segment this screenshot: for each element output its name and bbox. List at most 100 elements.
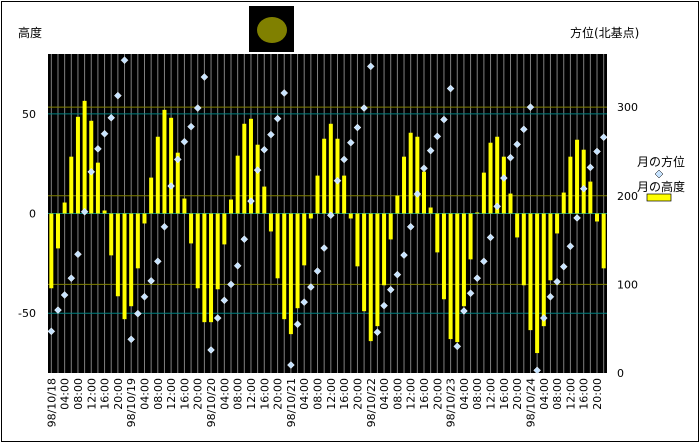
azimuth-point xyxy=(280,89,289,97)
legend-bar-swatch xyxy=(646,193,672,202)
x-tick-label: 20:00 xyxy=(272,378,285,410)
azimuth-point xyxy=(160,222,169,231)
altitude-bar xyxy=(508,193,513,214)
x-tick-label: 12:00 xyxy=(165,378,178,410)
azimuth-point xyxy=(240,235,249,244)
altitude-bar xyxy=(89,120,94,214)
x-tick-label: 12:00 xyxy=(485,378,498,410)
x-tick-label: 98/10/21 xyxy=(285,378,298,427)
altitude-bar xyxy=(82,100,87,214)
azimuth-point xyxy=(380,301,388,310)
altitude-bar xyxy=(528,213,533,331)
legend-diamond-marker xyxy=(654,169,664,179)
right-tick-label: 200 xyxy=(617,190,638,203)
x-tick-label: 04:00 xyxy=(218,378,231,410)
azimuth-point xyxy=(480,257,488,266)
altitude-bar xyxy=(575,139,580,214)
azimuth-point xyxy=(207,346,215,354)
altitude-bar xyxy=(362,213,367,312)
x-tick-label: 04:00 xyxy=(298,378,311,410)
x-tick-label: 16:00 xyxy=(498,378,511,410)
altitude-bar xyxy=(175,152,180,214)
x-tick-label: 04:00 xyxy=(538,378,551,410)
altitude-bar xyxy=(561,192,566,214)
altitude-bar xyxy=(229,199,234,214)
x-tick-label: 98/10/18 xyxy=(45,378,58,427)
altitude-bar xyxy=(408,132,413,214)
left-tick-label: -50 xyxy=(18,307,36,320)
altitude-bar xyxy=(268,213,273,232)
altitude-bar xyxy=(328,123,333,214)
right-tick-label: 100 xyxy=(617,278,638,291)
right-tick-label: 0 xyxy=(617,367,624,380)
x-tick-label: 08:00 xyxy=(312,378,325,410)
x-tick-label: 20:00 xyxy=(591,378,604,410)
azimuth-point xyxy=(94,144,102,153)
azimuth-point xyxy=(87,167,96,176)
azimuth-point xyxy=(74,250,82,259)
azimuth-point xyxy=(253,166,262,174)
altitude-bar xyxy=(428,207,433,214)
altitude-bar xyxy=(102,210,107,214)
x-tick-label: 08:00 xyxy=(391,378,404,410)
altitude-bar xyxy=(235,155,240,214)
altitude-bar xyxy=(375,213,380,327)
x-tick-label: 16:00 xyxy=(418,378,431,410)
azimuth-point xyxy=(586,163,595,172)
azimuth-point xyxy=(499,174,508,182)
azimuth-point xyxy=(307,283,315,291)
altitude-bar xyxy=(242,123,247,214)
x-tick-label: 20:00 xyxy=(112,378,125,410)
x-tick-label: 16:00 xyxy=(338,378,351,410)
legend-label-azimuth: 月の方位 xyxy=(637,154,685,169)
x-tick-label: 12:00 xyxy=(405,378,418,410)
altitude-bar xyxy=(555,213,560,234)
x-tick-label: 20:00 xyxy=(431,378,444,410)
x-tick-label: 12:00 xyxy=(85,378,98,410)
azimuth-point xyxy=(513,140,522,149)
azimuth-point xyxy=(80,207,89,216)
azimuth-point xyxy=(400,251,408,260)
azimuth-point xyxy=(320,244,329,252)
altitude-bar xyxy=(202,213,207,323)
azimuth-point xyxy=(346,138,355,147)
azimuth-point xyxy=(313,267,322,275)
altitude-bar xyxy=(155,136,160,214)
altitude-bar xyxy=(169,117,174,214)
azimuth-point xyxy=(446,84,455,93)
azimuth-point xyxy=(127,335,136,344)
legend: 月の方位 月の高度 xyxy=(637,154,685,202)
altitude-bar xyxy=(355,213,360,267)
x-tick-label: 08:00 xyxy=(72,378,85,410)
azimuth-point xyxy=(193,104,202,112)
altitude-bar xyxy=(335,138,340,214)
azimuth-point xyxy=(233,261,242,270)
altitude-bar xyxy=(501,156,506,214)
azimuth-point xyxy=(326,211,335,220)
altitude-bar xyxy=(149,177,154,214)
altitude-bar xyxy=(308,213,313,219)
x-tick-label: 98/10/23 xyxy=(445,378,458,427)
legend-label-altitude: 月の高度 xyxy=(637,179,685,194)
azimuth-point xyxy=(67,274,76,283)
azimuth-point xyxy=(366,62,375,71)
azimuth-point xyxy=(173,155,182,164)
x-tick-label: 16:00 xyxy=(578,378,591,410)
altitude-bar xyxy=(109,213,114,256)
altitude-bar xyxy=(288,213,293,335)
azimuth-point xyxy=(47,327,56,336)
azimuth-point xyxy=(406,222,415,231)
altitude-bar xyxy=(295,213,300,309)
azimuth-point xyxy=(579,184,588,193)
azimuth-point xyxy=(120,56,129,65)
azimuth-point xyxy=(333,176,342,185)
azimuth-point xyxy=(133,309,142,318)
altitude-bar xyxy=(162,109,167,214)
azimuth-point xyxy=(373,328,382,337)
altitude-bar xyxy=(382,213,387,286)
x-tick-label: 98/10/24 xyxy=(524,378,537,427)
azimuth-point xyxy=(200,73,209,81)
altitude-bar xyxy=(395,195,400,214)
